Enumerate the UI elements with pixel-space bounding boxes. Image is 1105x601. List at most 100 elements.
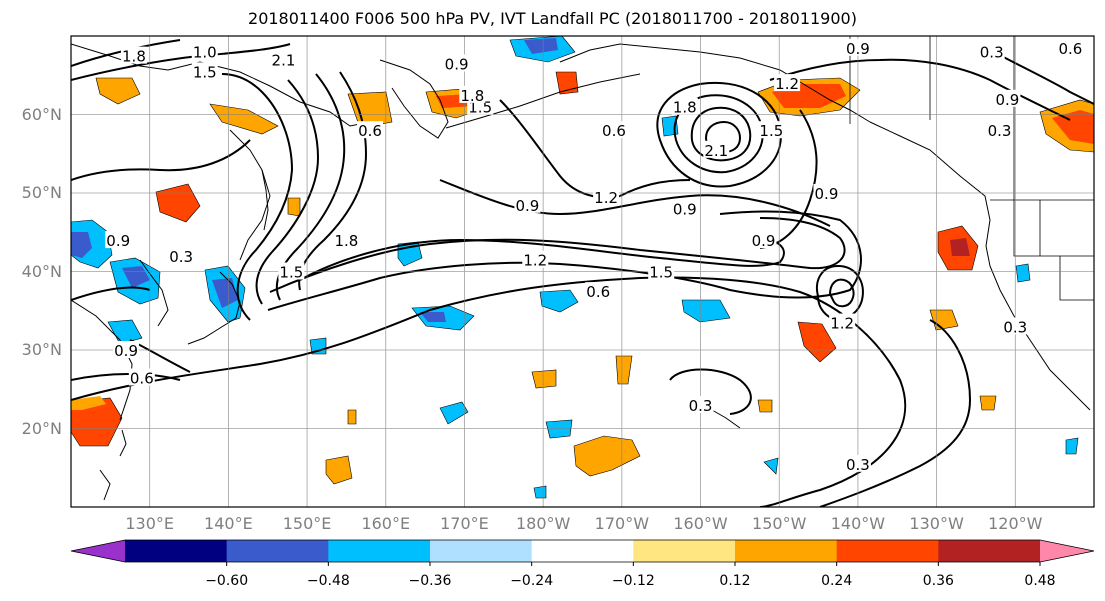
contour-label: 0.3 (1003, 318, 1027, 336)
contour-label-bg (703, 140, 730, 158)
contour-label: 1.5 (759, 122, 783, 140)
contour-label: 0.3 (980, 44, 1004, 62)
border-us-states (1013, 200, 1094, 301)
shade-pos-60n-120w-mid (1052, 110, 1094, 144)
contour-label: 0.3 (689, 397, 713, 415)
colorbar-swatch (735, 540, 838, 562)
contour-label-bg (994, 89, 1021, 107)
colorbar-swatch (836, 540, 939, 562)
shade-neg-20n-180 (545, 419, 573, 439)
lon-label: 140°E (204, 514, 253, 533)
contour-label-bg (585, 282, 612, 300)
contour-west-06 (71, 286, 151, 301)
contour-trough-west-2 (255, 79, 320, 305)
coast-philippines (99, 469, 111, 501)
coast-taiwan (119, 429, 127, 457)
contour-mid-pac-09 (439, 179, 831, 227)
contour-label-bg (986, 121, 1013, 139)
colorbar-swatch (633, 540, 736, 562)
contour-label: 0.9 (515, 197, 539, 215)
shade-neg-33n-180 (539, 289, 579, 313)
contour-label-bg (333, 231, 360, 249)
lon-label: 140°W (830, 514, 886, 533)
contour-label: 1.8 (460, 87, 484, 105)
colorbar-swatch (1040, 540, 1094, 562)
contour-label-bg (113, 341, 140, 358)
shade-pos-14n-155e (325, 455, 353, 485)
contour-label-bg (191, 42, 218, 60)
contour-label: 0.9 (752, 232, 776, 250)
contour-label: 0.6 (358, 122, 382, 140)
contour-ne-ridge (769, 58, 1071, 121)
contour-label-bg (978, 42, 1005, 60)
coast-sea-of-okhotsk (229, 129, 271, 261)
coast-korea (139, 259, 169, 327)
contour-label-bg (1002, 317, 1029, 335)
contour-label: 0.3 (169, 248, 193, 266)
contour-label: 1.8 (334, 232, 358, 250)
contour-label-bg (168, 246, 195, 264)
colorbar-swatch (71, 540, 125, 562)
colorbar-swatch (938, 540, 1041, 562)
contour-label: 1.2 (594, 189, 618, 207)
shade-pos-50n-147e (287, 197, 301, 217)
contour-label-bg (514, 195, 541, 213)
shade-pos-18n-125e (71, 397, 123, 447)
lat-label: 40°N (21, 261, 62, 281)
coast-hawaii (711, 409, 741, 429)
lon-label: 150°W (752, 514, 807, 533)
shade-neg-west-40n-core (71, 232, 92, 258)
contour-labels: 1.8 1.01.52.1 0.91.50.61.80.61.82.11.21.50… (105, 38, 1084, 474)
shade-pos-64n-120e (95, 77, 141, 105)
colorbar-tick-label: −0.48 (306, 573, 350, 589)
colorbar-swatch (531, 540, 634, 562)
colorbar-swatch (125, 540, 228, 562)
contour-label-bg (844, 454, 871, 472)
contour-label: 2.1 (272, 52, 296, 70)
contour-label: 1.8 (122, 48, 146, 66)
contour-west-09 (71, 139, 251, 181)
contour-subtropic-03 (669, 368, 752, 415)
colorbar-tick-label: 0.12 (719, 573, 751, 589)
coast-nw-america (869, 121, 1091, 411)
contour-jet-15 (299, 237, 785, 281)
coastlines-layer (71, 43, 1091, 501)
contour-label: 0.6 (602, 122, 626, 140)
contour-ne-ridge-2 (759, 109, 818, 249)
shade-pos-24n-175w (531, 369, 557, 389)
contour-label-bg (671, 199, 698, 217)
contour-label: 0.9 (114, 342, 138, 360)
contour-label-bg (671, 97, 698, 115)
shade-neg-18n-125w (1065, 437, 1079, 455)
contour-label-bg (750, 231, 777, 249)
coast-japan (187, 271, 241, 345)
contour-label: 0.9 (673, 201, 697, 219)
colorbar-swatch (430, 540, 533, 562)
contour-label-bg (687, 395, 714, 413)
lat-label: 60°N (21, 104, 62, 124)
contour-label: 1.2 (775, 75, 799, 93)
lat-label: 30°N (21, 340, 62, 359)
contour-label-bg (758, 121, 785, 139)
shade-pos-62n-140e (209, 103, 279, 135)
shade-pos-48n-130e (155, 183, 201, 223)
shade-pos-31n-150w (797, 321, 837, 363)
contour-label: 1.5 (193, 63, 217, 81)
contour-label-bg (105, 231, 132, 249)
lat-label: 50°N (21, 183, 62, 202)
contour-label: 0.9 (815, 185, 839, 203)
shade-pos-43n-135w-core (950, 238, 970, 256)
colorbar-swatch (226, 540, 329, 562)
colorbar-swatch (328, 540, 431, 562)
shade-pos-26n-170w (615, 355, 633, 385)
contour-label: 0.9 (445, 55, 469, 73)
coast-kamchatka (379, 59, 449, 139)
shade-neg-10n-170e (533, 485, 547, 499)
contour-label-bg (1057, 38, 1084, 56)
lon-label: 120°W (988, 514, 1043, 533)
contour-label: 0.9 (996, 91, 1020, 109)
colorbar-tick-label: −0.24 (510, 573, 554, 589)
lat-label: 20°N (21, 418, 62, 438)
lon-label: 130°W (909, 514, 964, 533)
contour-label: 0.9 (106, 232, 130, 250)
